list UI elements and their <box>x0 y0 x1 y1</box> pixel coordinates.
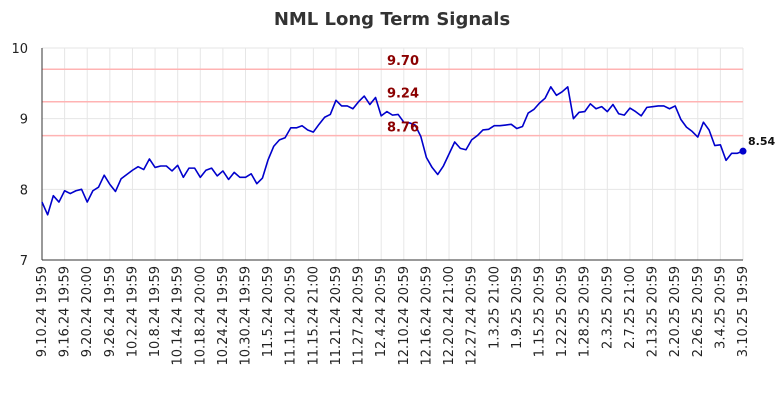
x-tick-label: 9.20.24 20:00 <box>80 266 95 357</box>
x-tick-label: 12.16.24 20:59 <box>419 266 434 366</box>
signal-levels <box>42 68 743 137</box>
x-tick-label: 2.26.25 20:59 <box>691 266 706 357</box>
level-label: 9.70 <box>387 54 419 69</box>
x-tick-label: 3.4.25 20:59 <box>713 266 728 349</box>
x-tick-label: 10.24.24 19:59 <box>216 266 231 366</box>
x-tick-label: 11.27.24 20:59 <box>352 266 367 366</box>
x-tick-label: 1.22.25 20:59 <box>555 266 570 357</box>
x-tick-label: 9.10.24 19:59 <box>35 266 50 357</box>
x-tick-label: 11.15.24 21:00 <box>306 266 321 366</box>
x-tick-label: 1.3.25 21:00 <box>487 266 502 349</box>
x-tick-label: 12.10.24 20:59 <box>397 266 412 366</box>
x-tick-label: 2.20.25 20:59 <box>668 266 683 357</box>
x-tick-label: 10.8.24 19:59 <box>148 266 163 357</box>
x-tick-label: 2.13.25 20:59 <box>646 266 661 357</box>
series-line <box>41 86 744 216</box>
last-value-label: 8.54 <box>748 135 775 148</box>
x-tick-label: 12.4.24 20:59 <box>374 266 389 357</box>
y-tick-label: 8 <box>20 183 28 198</box>
y-tick-label: 10 <box>11 42 28 57</box>
x-tick-label: 12.27.24 20:59 <box>465 266 480 366</box>
series-layer <box>41 86 747 216</box>
x-tick-label: 11.11.24 20:59 <box>284 266 299 366</box>
grid <box>41 47 744 261</box>
x-tick-label: 2.7.25 21:00 <box>623 266 638 349</box>
level-label: 9.24 <box>387 87 419 102</box>
x-tick-label: 3.10.25 19:59 <box>736 266 751 357</box>
last-point-marker <box>739 147 747 155</box>
x-tick-label: 9.16.24 19:59 <box>58 266 73 357</box>
y-tick-label: 9 <box>20 113 28 128</box>
x-tick-label: 9.26.24 19:59 <box>103 266 118 357</box>
x-tick-label: 2.3.25 20:59 <box>600 266 615 349</box>
x-tick-label: 1.9.25 20:59 <box>510 266 525 349</box>
chart-title: NML Long Term Signals <box>274 9 510 30</box>
axes: 7 8 9 10 9.10.24 19:59 9.16.24 19:59 9.20.24 2… <box>11 42 751 366</box>
level-label: 8.76 <box>387 121 419 136</box>
x-tick-label: 11.21.24 20:59 <box>329 266 344 366</box>
x-tick-label: 12.20.24 21:00 <box>442 266 457 366</box>
x-tick-label: 10.30.24 19:59 <box>239 266 254 366</box>
y-tick-label: 7 <box>20 254 28 269</box>
x-tick-label: 11.5.24 20:59 <box>261 266 276 357</box>
x-tick-label: 10.14.24 19:59 <box>171 266 186 366</box>
x-tick-label: 1.28.25 20:59 <box>578 266 593 357</box>
x-tick-label: 10.2.24 19:59 <box>125 266 140 357</box>
x-tick-label: 10.18.24 20:00 <box>193 266 208 366</box>
x-tick-label: 1.15.25 20:59 <box>532 266 547 357</box>
labels: 9.70 9.24 8.76 8.54 <box>387 54 776 148</box>
